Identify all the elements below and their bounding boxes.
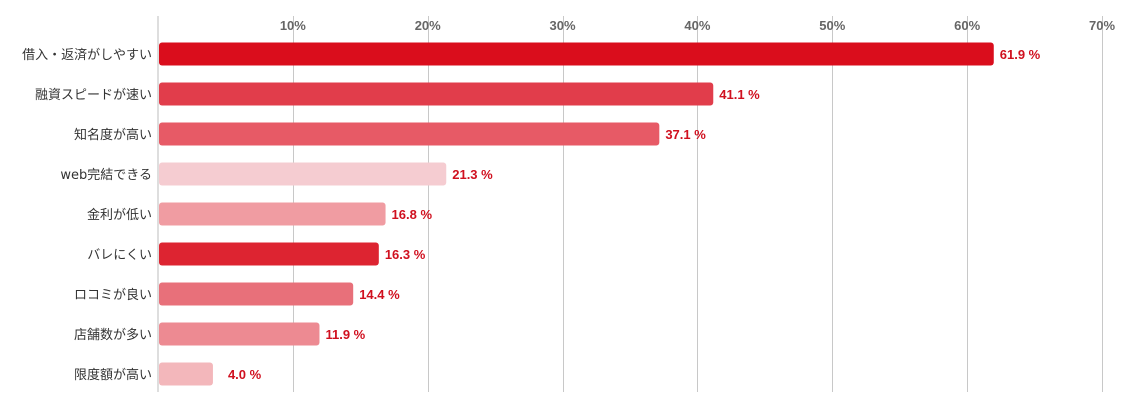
bar bbox=[159, 42, 994, 66]
x-tick-label: 10% bbox=[280, 18, 306, 33]
category-label: 借入・返済がしやすい bbox=[22, 47, 152, 63]
bar bbox=[159, 322, 320, 346]
data-label: 4.0 % bbox=[228, 367, 262, 382]
x-tick-label: 40% bbox=[684, 18, 710, 33]
category-label: 知名度が高い bbox=[74, 127, 152, 143]
category-label: 融資スピードが速い bbox=[35, 88, 152, 103]
bar bbox=[159, 202, 386, 226]
category-label: 金利が低い bbox=[87, 207, 152, 223]
data-label: 41.1 % bbox=[719, 87, 760, 102]
x-tick-label: 30% bbox=[550, 18, 576, 33]
data-label: 37.1 % bbox=[665, 127, 706, 142]
bar bbox=[159, 362, 213, 386]
grid-lines bbox=[157, 16, 1103, 392]
data-label: 16.8 % bbox=[392, 207, 433, 222]
data-label: 14.4 % bbox=[359, 287, 400, 302]
category-label: バレにくい bbox=[87, 248, 152, 263]
category-label: 限度額が高い bbox=[74, 367, 152, 383]
x-tick-label: 60% bbox=[954, 18, 980, 33]
category-label: web完結できる bbox=[60, 168, 152, 183]
data-label: 21.3 % bbox=[452, 167, 493, 182]
x-tick-label: 70% bbox=[1089, 18, 1115, 33]
x-tick-label: 50% bbox=[819, 18, 845, 33]
x-tick-label: 20% bbox=[415, 18, 441, 33]
bar bbox=[159, 162, 447, 186]
bars bbox=[159, 42, 994, 386]
category-label: ロコミが良い bbox=[74, 287, 152, 303]
value-labels: 61.9 % 41.1 % 37.1 % 21.3 % 16.8 % 16.3 % 14.4… bbox=[228, 47, 1041, 382]
bar bbox=[159, 242, 379, 266]
bar bbox=[159, 82, 714, 106]
data-label: 11.9 % bbox=[325, 327, 365, 342]
x-axis-ticks: 10% 20% 30% 40% 50% 60% 70% bbox=[280, 18, 1116, 33]
category-label: 店舗数が多い bbox=[74, 327, 152, 343]
data-label: 16.3 % bbox=[385, 247, 426, 262]
data-label: 61.9 % bbox=[1000, 47, 1041, 62]
bar bbox=[159, 282, 354, 306]
bar bbox=[159, 122, 660, 146]
